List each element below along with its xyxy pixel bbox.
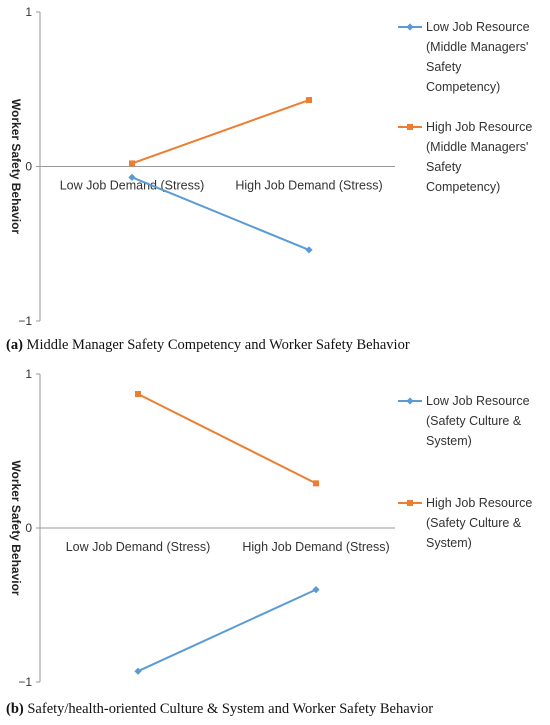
chart-b: 1 0 −1 Worker Safety Behavior Low Job Demand…	[9, 367, 532, 689]
legend-entry-text: System)	[426, 536, 472, 550]
y-tick-label: 1	[25, 5, 32, 19]
legend-marker-diamond	[406, 23, 414, 31]
legend-marker-square	[407, 124, 413, 130]
y-tick-label: 0	[25, 521, 32, 535]
data-point-square	[306, 97, 312, 104]
y-tick-label: −1	[18, 314, 32, 328]
legend-entry-text: Safety	[426, 160, 462, 174]
series-line	[131, 99, 310, 165]
caption-b-label: (b)	[6, 701, 24, 717]
data-point-diamond	[312, 586, 320, 594]
data-point-square	[129, 160, 135, 167]
data-point-diamond	[134, 667, 142, 675]
data-point-diamond	[128, 173, 136, 181]
legend-entry-text: (Safety Culture &	[426, 516, 522, 530]
legend-entry-text: Safety	[426, 60, 462, 74]
y-axis-label: Worker Safety Behavior	[9, 99, 23, 234]
legend-entry-text: High Job Resource	[426, 496, 532, 510]
x-category-label: Low Job Demand (Stress)	[66, 540, 211, 554]
series-line	[131, 176, 310, 251]
x-category-label: High Job Demand (Stress)	[235, 179, 382, 193]
chart-panel-a: 1 0 −1 Worker Safety Behavior Low Job Demand…	[0, 0, 550, 362]
x-category-label: High Job Demand (Stress)	[242, 540, 389, 554]
data-point-diamond	[305, 246, 313, 254]
y-tick-label: −1	[18, 675, 32, 689]
legend-entry-text: (Safety Culture &	[426, 414, 522, 428]
legend-entry-text: High Job Resource	[426, 120, 532, 134]
legend-entry-text: Low Job Resource	[426, 20, 530, 34]
chart-panel-b: 1 0 −1 Worker Safety Behavior Low Job Demand…	[0, 362, 550, 725]
caption-a-text: Middle Manager Safety Competency and Wor…	[22, 337, 410, 353]
y-tick-label: 1	[25, 367, 32, 381]
series-line	[137, 393, 317, 485]
legend-entry-text: (Middle Managers'	[426, 140, 528, 154]
series-line	[137, 588, 317, 673]
data-point-square	[135, 391, 141, 398]
legend-marker-square	[407, 500, 413, 506]
y-axis-label: Worker Safety Behavior	[9, 460, 23, 595]
legend-entry-text: Competency)	[426, 80, 500, 94]
legend-entry-text: (Middle Managers'	[426, 40, 528, 54]
chart-a: 1 0 −1 Worker Safety Behavior Low Job Demand…	[9, 5, 532, 328]
caption-b-text: Safety/health-oriented Culture & System …	[23, 701, 434, 717]
legend-entry-text: System)	[426, 434, 472, 448]
caption-a-label: (a)	[6, 337, 23, 353]
caption-b: (b) Safety/health-oriented Culture & Sys…	[6, 701, 433, 718]
x-category-label: Low Job Demand (Stress)	[60, 179, 205, 193]
legend-entry-text: Low Job Resource	[426, 394, 530, 408]
caption-a: (a) Middle Manager Safety Competency and…	[6, 337, 410, 354]
legend-entry-text: Competency)	[426, 180, 500, 194]
y-tick-label: 0	[25, 160, 32, 174]
data-point-square	[313, 480, 319, 487]
legend-marker-diamond	[406, 397, 414, 405]
